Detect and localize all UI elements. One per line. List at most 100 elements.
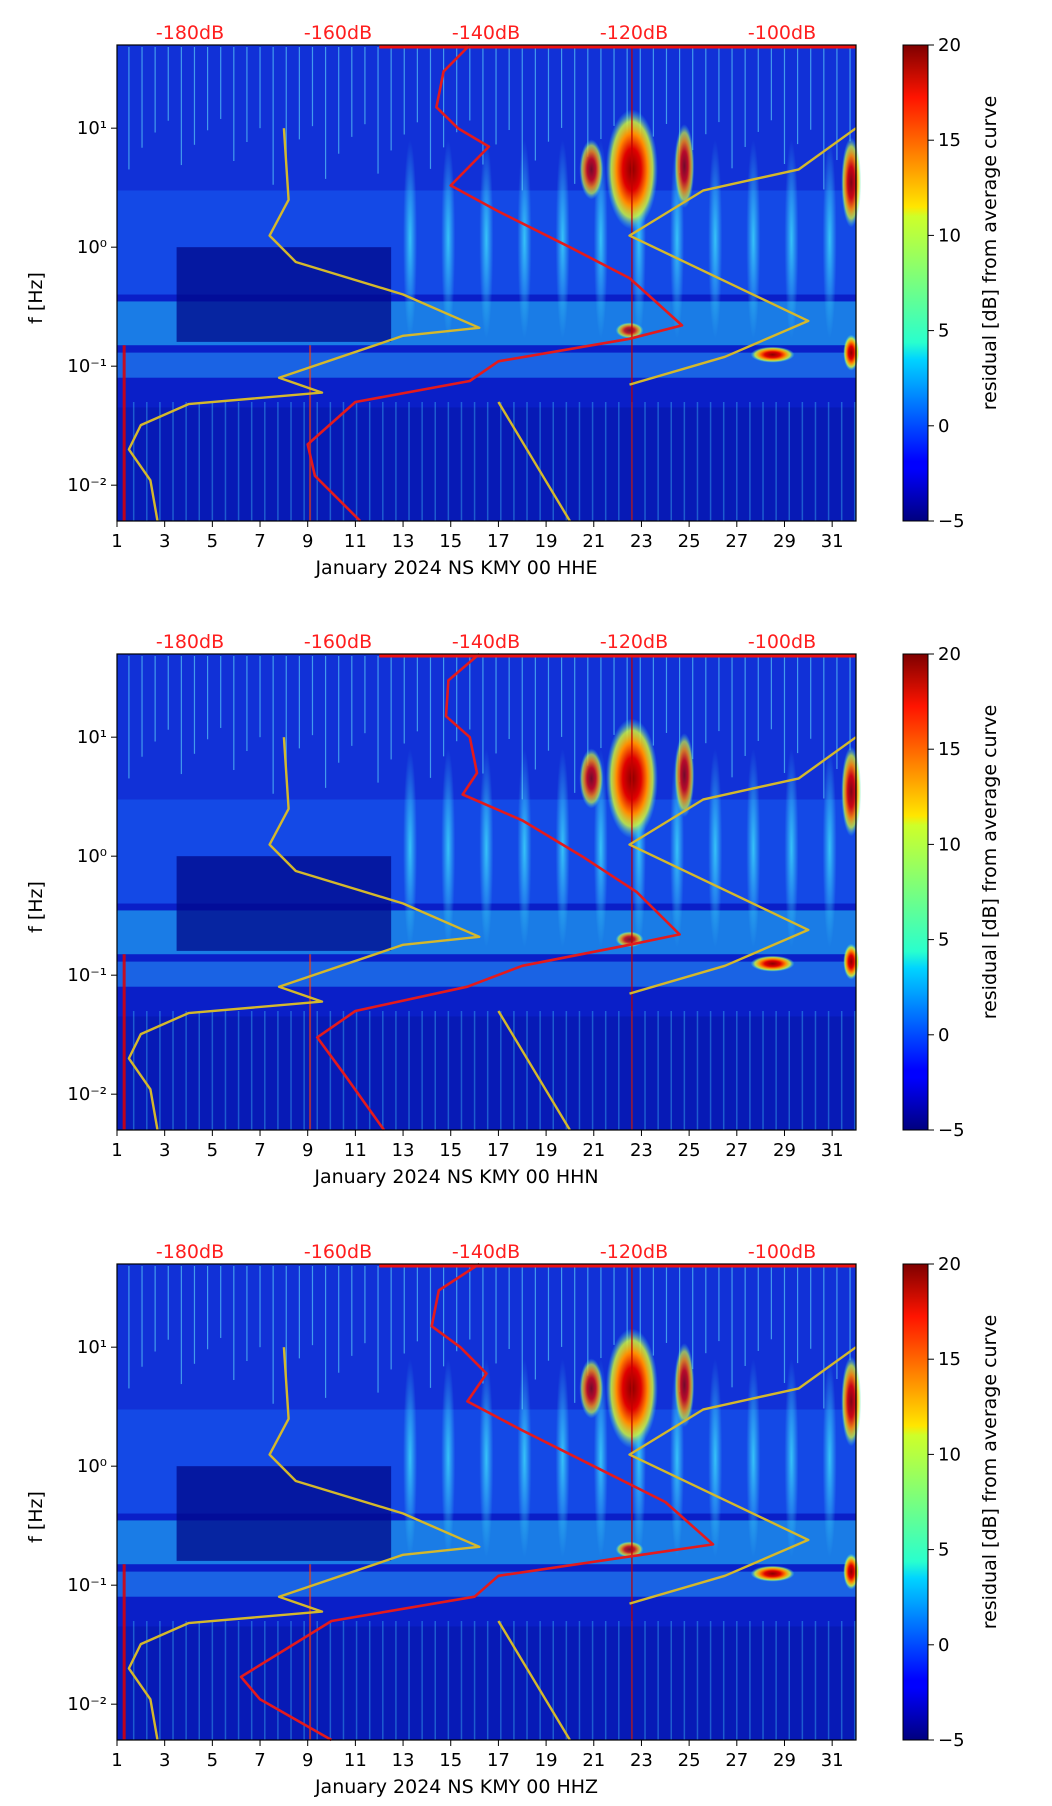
x-tick-label: 29 <box>773 1140 796 1161</box>
x-tick-label: 31 <box>821 531 844 552</box>
y-tick-label: 10¹ <box>77 118 107 139</box>
colorbar-tick-label: −5 <box>938 1120 965 1141</box>
x-tick-label: 19 <box>535 531 558 552</box>
x-tick-label: 17 <box>487 531 510 552</box>
spectrogram-streak <box>403 1358 418 1558</box>
colorbar <box>902 653 929 1131</box>
spectrogram-band <box>117 961 856 987</box>
spectrogram-hotspot <box>750 346 795 363</box>
spectrogram-hotspot <box>674 733 695 818</box>
x-tick-label: 9 <box>302 531 313 552</box>
x-axis-label: January 2024 NS KMY 00 HHZ <box>314 1776 598 1798</box>
spectrogram-hotspot <box>579 139 604 200</box>
db-scale-label: -140dB <box>452 22 520 44</box>
y-tick-label: 10¹ <box>77 1337 107 1358</box>
y-tick-label: 10¹ <box>77 727 107 748</box>
spectrogram-streak <box>555 748 570 948</box>
x-tick-label: 17 <box>487 1750 510 1771</box>
colorbar-tick-label: 0 <box>938 416 949 437</box>
spectrogram-hotspot <box>615 1541 644 1558</box>
colorbar-label: residual [dB] from average curve <box>979 96 1001 411</box>
colorbar-tick-label: 20 <box>938 35 961 56</box>
colorbar-tick-label: 15 <box>938 1349 961 1370</box>
db-scale-label: -160dB <box>304 22 372 44</box>
spectrogram-streak <box>708 1358 723 1558</box>
colorbar-tick-label: 15 <box>938 739 961 760</box>
spectrogram-hotspot <box>843 334 860 371</box>
spectrogram-streak <box>403 139 418 339</box>
x-tick-label: 19 <box>535 1140 558 1161</box>
spectrogram-streak <box>555 1358 570 1558</box>
x-tick-label: 25 <box>678 1140 701 1161</box>
x-tick-label: 29 <box>773 531 796 552</box>
colorbar-tick-label: 0 <box>938 1025 949 1046</box>
x-tick-label: 9 <box>302 1140 313 1161</box>
spectrogram-hotspot <box>841 137 862 228</box>
spectrogram-low-band <box>117 1626 856 1740</box>
spectrogram-hotspot <box>750 1565 795 1582</box>
x-tick-label: 3 <box>159 1750 170 1771</box>
y-axis-label: f [Hz] <box>25 881 47 933</box>
spectrogram-streak <box>746 1358 761 1558</box>
x-tick-label: 21 <box>582 531 605 552</box>
x-tick-label: 27 <box>725 1750 748 1771</box>
spectrogram-hotspot <box>841 1356 862 1447</box>
noise-model-curve <box>127 128 481 522</box>
db-scale-label: -120dB <box>600 1241 668 1263</box>
spectrogram-quiet-region <box>176 856 392 951</box>
x-axis-label: January 2024 NS KMY 00 HHE <box>314 557 597 579</box>
spectrogram-quiet-region <box>176 247 392 342</box>
spectrogram-band <box>117 1571 856 1597</box>
spectrogram-hotspot <box>841 746 862 837</box>
spectrogram-band <box>117 352 856 378</box>
noise-model-curve <box>628 736 857 995</box>
spectrogram-streak <box>479 1358 494 1558</box>
spectrogram-streak <box>441 748 456 948</box>
db-scale-label: -140dB <box>452 631 520 653</box>
colorbar-tick-label: 10 <box>938 225 961 246</box>
noise-model-curve <box>628 1346 857 1605</box>
x-tick-label: 1 <box>111 1750 122 1771</box>
x-tick-label: 7 <box>254 1140 265 1161</box>
y-tick-label: 10⁰ <box>77 846 107 867</box>
y-tick-label: 10⁻² <box>67 1084 107 1105</box>
x-tick-label: 7 <box>254 1750 265 1771</box>
spectrogram-hotspot <box>750 955 795 972</box>
plot-frame <box>116 1263 857 1741</box>
x-tick-label: 13 <box>392 531 415 552</box>
spectrogram-panel-1: 1 3 5 7 9 11 13 15 17 19 21 23 25 27 29 3110⁻²10⁻¹10⁰10… <box>25 22 1001 579</box>
x-tick-label: 19 <box>535 1750 558 1771</box>
x-tick-label: 1 <box>111 531 122 552</box>
x-tick-label: 13 <box>392 1140 415 1161</box>
colorbar-tick-label: 0 <box>938 1635 949 1656</box>
x-tick-label: 5 <box>207 1140 218 1161</box>
spectrogram-streak <box>822 1358 837 1558</box>
x-tick-label: 21 <box>582 1140 605 1161</box>
spectrogram-streak <box>403 748 418 948</box>
x-tick-label: 29 <box>773 1750 796 1771</box>
noise-model-curve <box>497 1620 571 1741</box>
spectrogram-hotspot <box>843 943 860 980</box>
colorbar-tick-label: 10 <box>938 834 961 855</box>
x-tick-label: 15 <box>439 1750 462 1771</box>
spectrogram-hotspot <box>674 1343 695 1428</box>
spectrogram-low-band <box>117 1016 856 1130</box>
y-tick-label: 10⁻¹ <box>67 1575 107 1596</box>
plot-frame <box>116 653 857 1131</box>
noise-model-curve <box>127 1347 481 1741</box>
colorbar-tick-label: 10 <box>938 1444 961 1465</box>
spectrogram-panel-2: 1 3 5 7 9 11 13 15 17 19 21 23 25 27 29 3110⁻²10⁻¹10⁰10… <box>25 631 1001 1188</box>
x-tick-label: 25 <box>678 1750 701 1771</box>
y-tick-label: 10⁻¹ <box>67 356 107 377</box>
colorbar-tick-label: 5 <box>938 930 949 951</box>
spectrogram-hotspot <box>843 1553 860 1590</box>
spectrogram-streak <box>746 139 761 339</box>
colorbar-tick-label: 5 <box>938 1540 949 1561</box>
x-tick-label: 5 <box>207 1750 218 1771</box>
colorbar-tick-label: −5 <box>938 1730 965 1751</box>
spectrogram-streak <box>784 1358 799 1558</box>
noise-model-curve <box>628 127 857 386</box>
spectrogram-streak <box>708 139 723 339</box>
x-tick-label: 23 <box>630 531 653 552</box>
db-scale-label: -100dB <box>748 22 816 44</box>
